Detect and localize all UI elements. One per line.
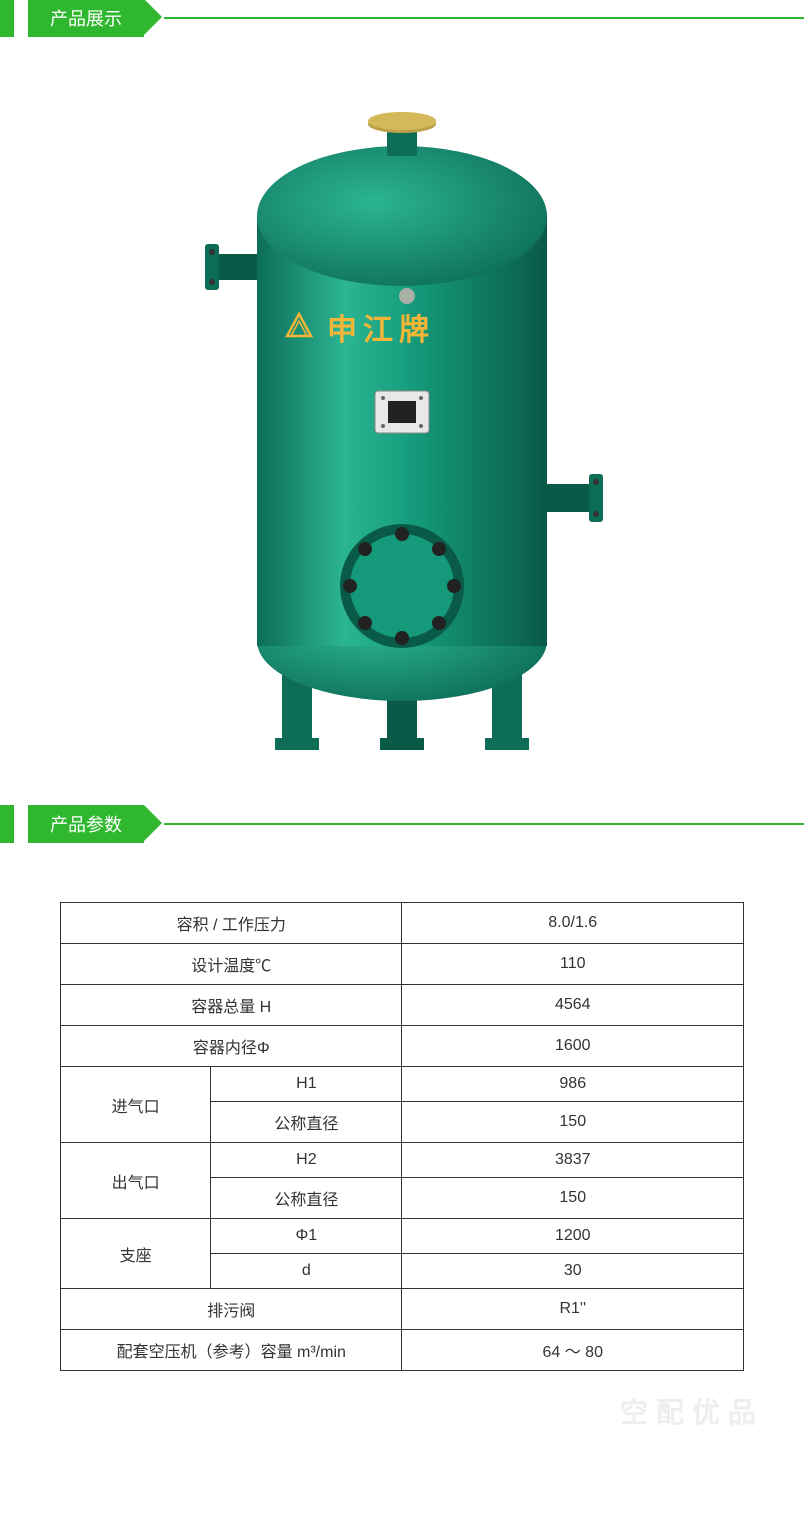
tank-foot bbox=[485, 738, 529, 750]
param-label: 容积 / 工作压力 bbox=[61, 903, 402, 944]
param-sub-label: 公称直径 bbox=[211, 1178, 402, 1219]
param-value: 1600 bbox=[402, 1026, 744, 1067]
table-row: 容积 / 工作压力8.0/1.6 bbox=[61, 903, 744, 944]
table-row: 排污阀R1'' bbox=[61, 1289, 744, 1330]
small-port bbox=[399, 288, 415, 304]
left-flange-pipe bbox=[215, 254, 257, 280]
table-row: 配套空压机（参考）容量 m³/min64 ～ 80 bbox=[61, 1330, 744, 1371]
param-value: 8.0/1.6 bbox=[402, 903, 744, 944]
nameplate-screw bbox=[419, 396, 423, 400]
product-image-container: 申江牌 bbox=[0, 56, 804, 806]
param-sub-label: 公称直径 bbox=[211, 1102, 402, 1143]
nameplate-screw bbox=[419, 424, 423, 428]
section-header-params: 产品参数 bbox=[0, 806, 804, 842]
param-label: 排污阀 bbox=[61, 1289, 402, 1330]
param-sub-label: Φ1 bbox=[211, 1219, 402, 1254]
table-row: 设计温度℃110 bbox=[61, 944, 744, 985]
param-label: 配套空压机（参考）容量 m³/min bbox=[61, 1330, 402, 1371]
section-rule bbox=[164, 17, 804, 19]
tank-illustration: 申江牌 bbox=[187, 86, 617, 766]
param-label: 容器总量 H bbox=[61, 985, 402, 1026]
section-header-showcase: 产品展示 bbox=[0, 0, 804, 36]
table-row: 进气口H1986 bbox=[61, 1067, 744, 1102]
table-row: 容器总量 H4564 bbox=[61, 985, 744, 1026]
table-row: 出气口H23837 bbox=[61, 1143, 744, 1178]
tank-foot bbox=[380, 738, 424, 750]
param-value: 30 bbox=[402, 1254, 744, 1289]
brand-text: 申江牌 bbox=[327, 314, 435, 347]
table-row: 支座Φ11200 bbox=[61, 1219, 744, 1254]
param-value: 3837 bbox=[402, 1143, 744, 1178]
param-value: 150 bbox=[402, 1178, 744, 1219]
param-label: 容器内径Φ bbox=[61, 1026, 402, 1067]
section-title-params: 产品参数 bbox=[28, 805, 144, 843]
flange-bolt bbox=[209, 249, 215, 255]
param-sub-label: d bbox=[211, 1254, 402, 1289]
param-value: 150 bbox=[402, 1102, 744, 1143]
table-row: 容器内径Φ1600 bbox=[61, 1026, 744, 1067]
nameplate-screw bbox=[381, 396, 385, 400]
params-table-container: 容积 / 工作压力8.0/1.6设计温度℃110容器总量 H4564容器内径Φ1… bbox=[0, 862, 804, 1431]
section-rule bbox=[164, 823, 804, 825]
top-valve-wheel bbox=[368, 112, 436, 130]
param-label: 设计温度℃ bbox=[61, 944, 402, 985]
param-value: 1200 bbox=[402, 1219, 744, 1254]
param-group-label: 进气口 bbox=[61, 1067, 211, 1143]
param-value: 986 bbox=[402, 1067, 744, 1102]
flange-bolt bbox=[209, 279, 215, 285]
param-sub-label: H1 bbox=[211, 1067, 402, 1102]
param-value: 64 ～ 80 bbox=[402, 1330, 744, 1371]
param-value: 110 bbox=[402, 944, 744, 985]
tank-foot bbox=[275, 738, 319, 750]
flange-bolt bbox=[593, 511, 599, 517]
section-title-showcase: 产品展示 bbox=[28, 0, 144, 37]
param-value: 4564 bbox=[402, 985, 744, 1026]
tank-top-dome bbox=[257, 146, 547, 286]
param-value: R1'' bbox=[402, 1289, 744, 1330]
nameplate-screw bbox=[381, 424, 385, 428]
param-group-label: 支座 bbox=[61, 1219, 211, 1289]
params-table: 容积 / 工作压力8.0/1.6设计温度℃110容器总量 H4564容器内径Φ1… bbox=[60, 902, 744, 1371]
flange-bolt bbox=[593, 479, 599, 485]
nameplate-inner bbox=[388, 401, 416, 423]
param-sub-label: H2 bbox=[211, 1143, 402, 1178]
right-flange-pipe bbox=[547, 484, 595, 512]
param-group-label: 出气口 bbox=[61, 1143, 211, 1219]
